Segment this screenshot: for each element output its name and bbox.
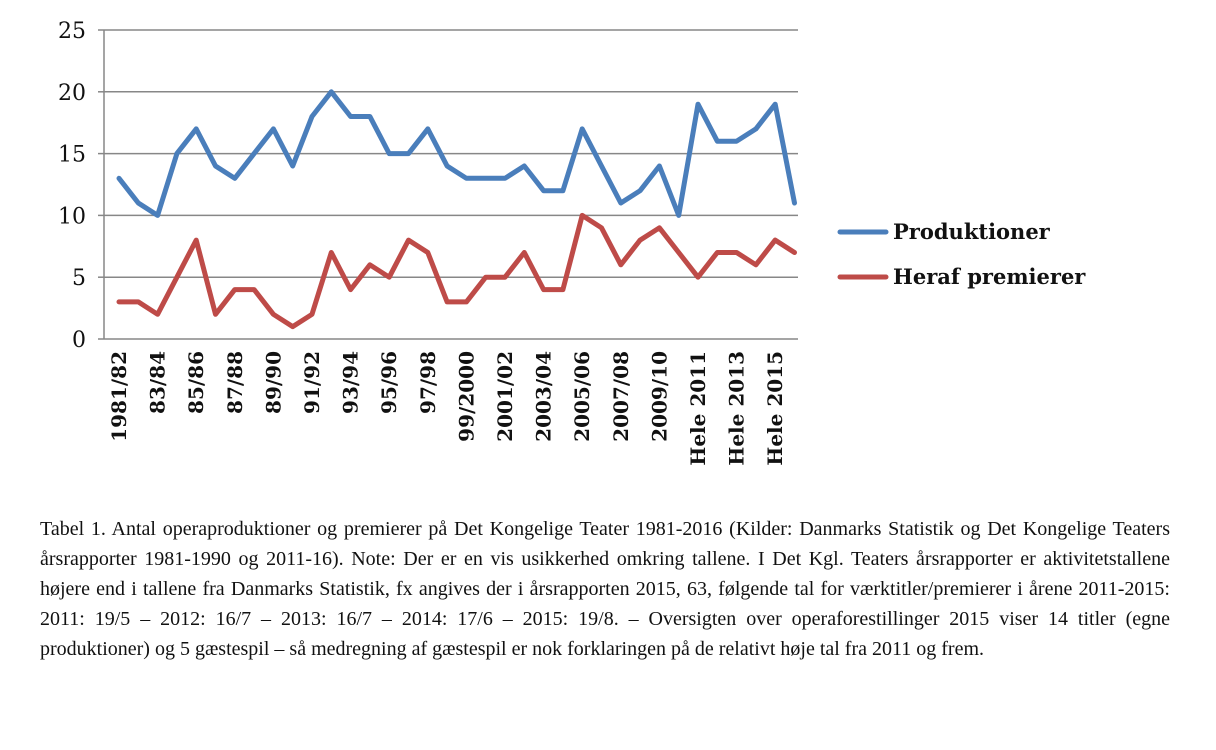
x-tick-label: 2005/06 [570,351,594,442]
x-tick-label: 97/98 [416,351,440,414]
x-tick-label: 85/86 [184,351,208,414]
gridlines [104,29,798,278]
x-tick-label: Hele 2011 [686,351,710,466]
y-tick-label: 0 [72,328,86,353]
axes [103,30,798,340]
x-tick-label: 87/88 [223,351,247,414]
x-tick-label: 99/2000 [454,351,478,442]
y-axis-ticks: 0 5 10 15 20 25 [58,19,104,353]
line-chart: 0 5 10 15 20 25 1981/82 83/84 85/86 87/88 89/90 91… [58,19,1086,466]
legend-label: Produktioner [893,219,1051,244]
x-tick-label: 95/96 [377,351,401,414]
figure-caption: Tabel 1. Antal operaproduktioner og prem… [40,518,1170,660]
x-tick-label: 2007/08 [609,351,633,442]
y-tick-label: 5 [72,266,86,291]
x-tick-label: 2001/02 [493,351,517,442]
series-lines [116,89,797,330]
y-tick-label: 20 [58,81,86,106]
x-axis-ticks: 1981/82 83/84 85/86 87/88 89/90 91/92 93/94 95/… [107,351,787,466]
x-tick-label: 83/84 [146,351,170,414]
y-tick-label: 25 [58,19,86,44]
x-tick-label: 1981/82 [107,351,131,442]
x-tick-label: 2009/10 [647,351,671,442]
x-tick-label: 89/90 [261,351,285,414]
series-line [116,89,797,218]
series-line [116,212,797,330]
legend: Produktioner Heraf premierer [837,219,1086,289]
x-tick-label: 91/92 [300,351,324,414]
legend-label: Heraf premierer [893,264,1086,289]
x-tick-label: Hele 2015 [763,351,787,466]
x-tick-label: Hele 2013 [725,351,749,466]
x-tick-label: 2003/04 [532,351,556,442]
y-tick-label: 10 [58,204,86,229]
x-tick-label: 93/94 [339,351,363,414]
y-tick-label: 15 [58,143,86,168]
